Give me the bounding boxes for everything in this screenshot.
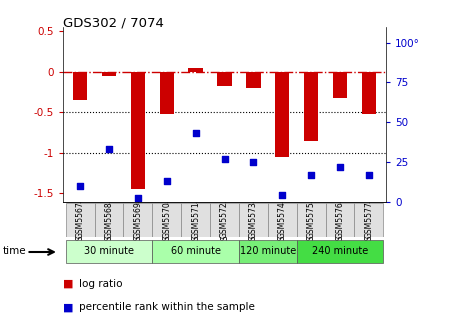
Text: GSM5574: GSM5574	[278, 202, 287, 239]
Bar	[246, 72, 260, 88]
Point	[221, 156, 228, 161]
Text: GSM5575: GSM5575	[307, 202, 316, 239]
Text: GSM5570: GSM5570	[162, 202, 171, 239]
Text: GDS302 / 7074: GDS302 / 7074	[63, 17, 164, 30]
Text: log ratio: log ratio	[79, 279, 122, 289]
Bar	[297, 240, 383, 262]
Text: 240 minute: 240 minute	[312, 246, 368, 256]
Text: 30 minute: 30 minute	[84, 246, 134, 256]
Point	[336, 164, 343, 169]
Text: GSM5572: GSM5572	[220, 202, 229, 239]
Point	[250, 159, 257, 165]
Text: ■: ■	[63, 302, 73, 312]
Point	[106, 146, 113, 152]
Bar	[159, 72, 174, 114]
Bar	[210, 203, 239, 237]
Bar	[181, 203, 210, 237]
Text: GSM5577: GSM5577	[364, 202, 373, 239]
Bar	[123, 203, 152, 237]
Bar	[102, 72, 116, 76]
Bar	[326, 203, 354, 237]
Point	[308, 172, 315, 177]
Bar	[268, 203, 297, 237]
Text: GSM5571: GSM5571	[191, 202, 200, 239]
Bar	[66, 240, 152, 262]
Point	[365, 172, 372, 177]
Bar	[304, 72, 318, 141]
Text: GSM5568: GSM5568	[105, 202, 114, 239]
Bar	[361, 72, 376, 114]
Point	[279, 193, 286, 198]
Text: 120 minute: 120 minute	[240, 246, 296, 256]
Bar	[297, 203, 326, 237]
Point	[163, 178, 170, 184]
Text: time: time	[2, 246, 26, 256]
Bar	[152, 203, 181, 237]
Bar	[95, 203, 123, 237]
Bar	[152, 240, 239, 262]
Bar	[239, 240, 297, 262]
Bar	[131, 72, 145, 190]
Text: GSM5567: GSM5567	[76, 202, 85, 239]
Bar	[189, 68, 203, 72]
Text: percentile rank within the sample: percentile rank within the sample	[79, 302, 255, 312]
Bar	[73, 72, 88, 100]
Bar	[275, 72, 290, 157]
Point	[77, 183, 84, 188]
Bar	[239, 203, 268, 237]
Point	[134, 196, 141, 201]
Bar	[66, 203, 95, 237]
Bar	[333, 72, 347, 98]
Text: GSM5573: GSM5573	[249, 202, 258, 239]
Text: ■: ■	[63, 279, 73, 289]
Bar	[354, 203, 383, 237]
Point	[192, 131, 199, 136]
Text: GSM5569: GSM5569	[133, 202, 142, 239]
Text: 60 minute: 60 minute	[171, 246, 220, 256]
Bar	[217, 72, 232, 86]
Text: GSM5576: GSM5576	[335, 202, 344, 239]
